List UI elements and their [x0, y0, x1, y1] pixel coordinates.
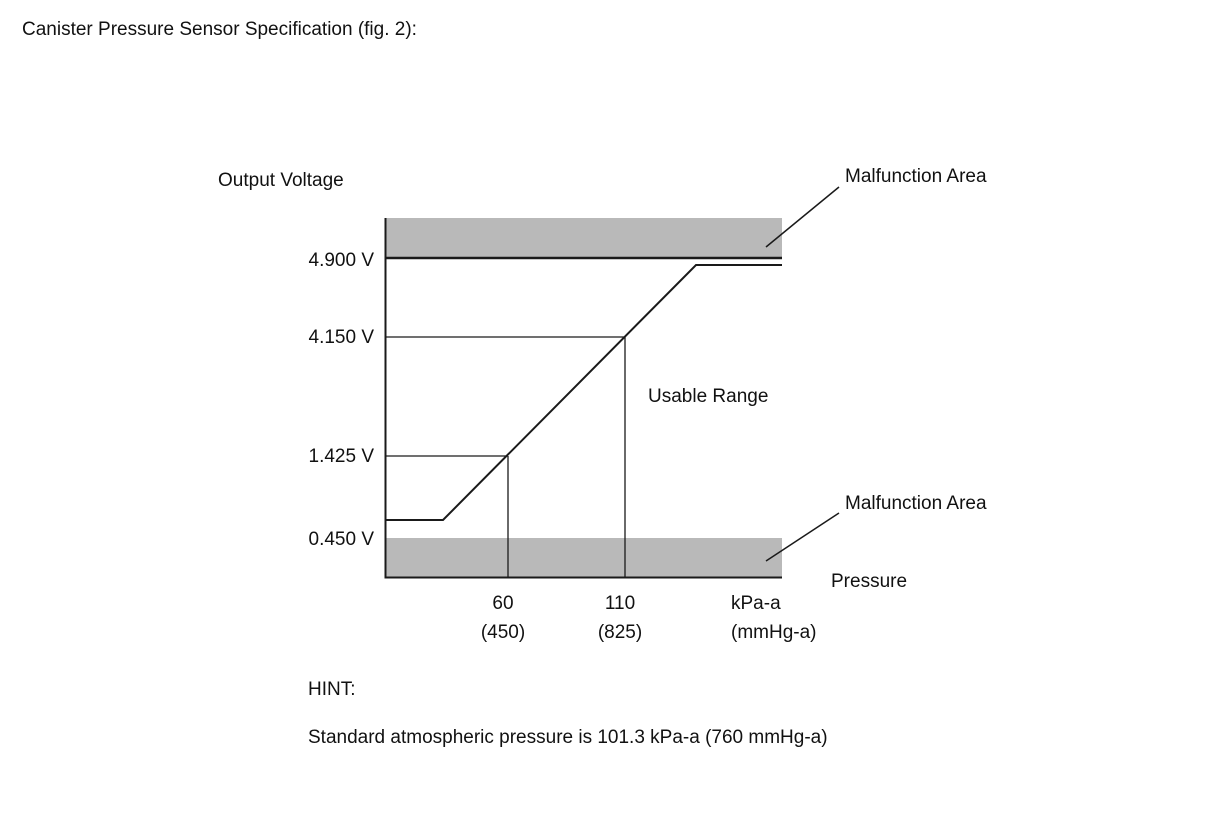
malfunction-pointer-bottom-line: [765, 512, 840, 562]
y-tick-0450: 0.450 V: [308, 529, 375, 550]
y-tick-4150: 4.150 V: [308, 327, 375, 348]
page-title: Canister Pressure Sensor Specification (…: [22, 19, 417, 40]
hint-body: Standard atmospheric pressure is 101.3 k…: [308, 727, 828, 748]
x-tick-110-mmhg: (825): [597, 622, 643, 643]
x-axis-units: kPa-a (mmHg-a): [731, 589, 817, 647]
hint-heading: HINT:: [308, 679, 356, 700]
y-tick-1425: 1.425 V: [308, 446, 375, 467]
x-tick-60-mmhg: (450): [480, 622, 526, 643]
usable-range-label: Usable Range: [648, 386, 769, 407]
y-axis-title: Output Voltage: [218, 170, 344, 191]
x-tick-60-kpa: 60: [492, 593, 514, 614]
malfunction-area-label-bottom: Malfunction Area: [845, 493, 987, 514]
x-tick-60: 60 (450): [453, 589, 553, 647]
malfunction-area-label-top: Malfunction Area: [845, 166, 987, 187]
x-unit-mmhg: (mmHg-a): [731, 622, 817, 643]
bottom-malfunction-band: [386, 538, 782, 578]
y-tick-4900: 4.900 V: [308, 250, 375, 271]
sensor-output-curve: [386, 264, 782, 521]
x-axis-title: Pressure: [831, 571, 908, 592]
x-tick-110-kpa: 110: [604, 593, 636, 614]
x-unit-kpa: kPa-a: [731, 593, 781, 614]
malfunction-pointer-top-line: [765, 186, 840, 248]
top-malfunction-band: [386, 218, 782, 258]
x-tick-110: 110 (825): [570, 589, 670, 647]
